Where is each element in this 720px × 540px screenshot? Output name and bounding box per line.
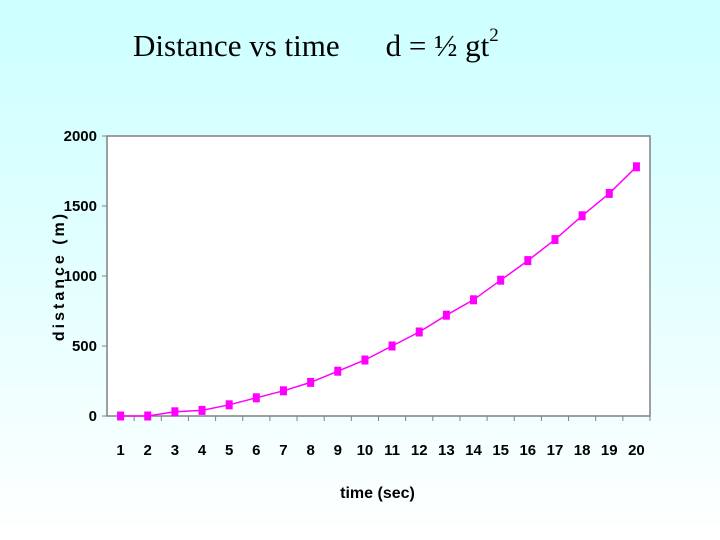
- data-point: [497, 275, 505, 285]
- data-point: [334, 366, 342, 376]
- x-tick-label: 1: [116, 442, 124, 459]
- data-point: [198, 405, 206, 415]
- data-point: [578, 211, 586, 221]
- y-tick-label: 1000: [64, 268, 97, 285]
- data-point: [632, 162, 640, 172]
- data-point: [551, 235, 559, 245]
- x-tick-label: 2: [144, 442, 152, 459]
- y-tick-label: 2000: [64, 128, 97, 145]
- x-tick-label: 11: [384, 442, 400, 459]
- data-point: [117, 411, 125, 421]
- x-axis-label: time (sec): [340, 485, 415, 502]
- y-axis-label: distance (m): [51, 211, 68, 341]
- x-tick-label: 12: [411, 442, 428, 459]
- x-tick-label: 8: [306, 442, 314, 459]
- data-point: [442, 310, 450, 320]
- data-point: [470, 295, 478, 305]
- x-tick-label: 6: [252, 442, 260, 459]
- title-text: Distance vs time: [133, 28, 340, 63]
- data-point: [605, 188, 613, 198]
- data-point: [279, 386, 287, 396]
- slide-title: Distance vs time d = ½ gt2: [133, 24, 499, 64]
- data-point: [171, 407, 179, 417]
- formula: d = ½ gt2: [385, 24, 499, 63]
- data-point: [225, 400, 233, 410]
- data-point: [524, 256, 532, 266]
- plot-area: [106, 135, 651, 417]
- x-tick-label: 7: [279, 442, 287, 459]
- data-point: [388, 341, 396, 351]
- x-tick-label: 18: [574, 442, 591, 459]
- x-tick-label: 14: [465, 442, 482, 459]
- formula-exponent: 2: [489, 24, 499, 46]
- data-point: [361, 355, 369, 365]
- x-tick-label: 16: [519, 442, 536, 459]
- data-point: [144, 411, 152, 421]
- series-line: [120, 166, 637, 417]
- y-tick-label: 1500: [64, 198, 97, 215]
- x-tick-label: 10: [357, 442, 374, 459]
- x-tick-label: 20: [628, 442, 645, 459]
- formula-text: d = ½ gt: [385, 28, 490, 63]
- x-tick-label: 3: [171, 442, 179, 459]
- x-tick-label: 5: [225, 442, 233, 459]
- x-tick-label: 17: [547, 442, 564, 459]
- data-point: [252, 393, 260, 403]
- x-tick-label: 15: [492, 442, 509, 459]
- x-tick-label: 4: [198, 442, 207, 459]
- y-tick-label: 500: [72, 338, 97, 355]
- x-tick-label: 13: [438, 442, 455, 459]
- x-tick-label: 9: [334, 442, 342, 459]
- x-tick-label: 19: [601, 442, 618, 459]
- data-point: [415, 327, 423, 337]
- data-point: [307, 377, 315, 387]
- y-tick-label: 0: [89, 408, 97, 425]
